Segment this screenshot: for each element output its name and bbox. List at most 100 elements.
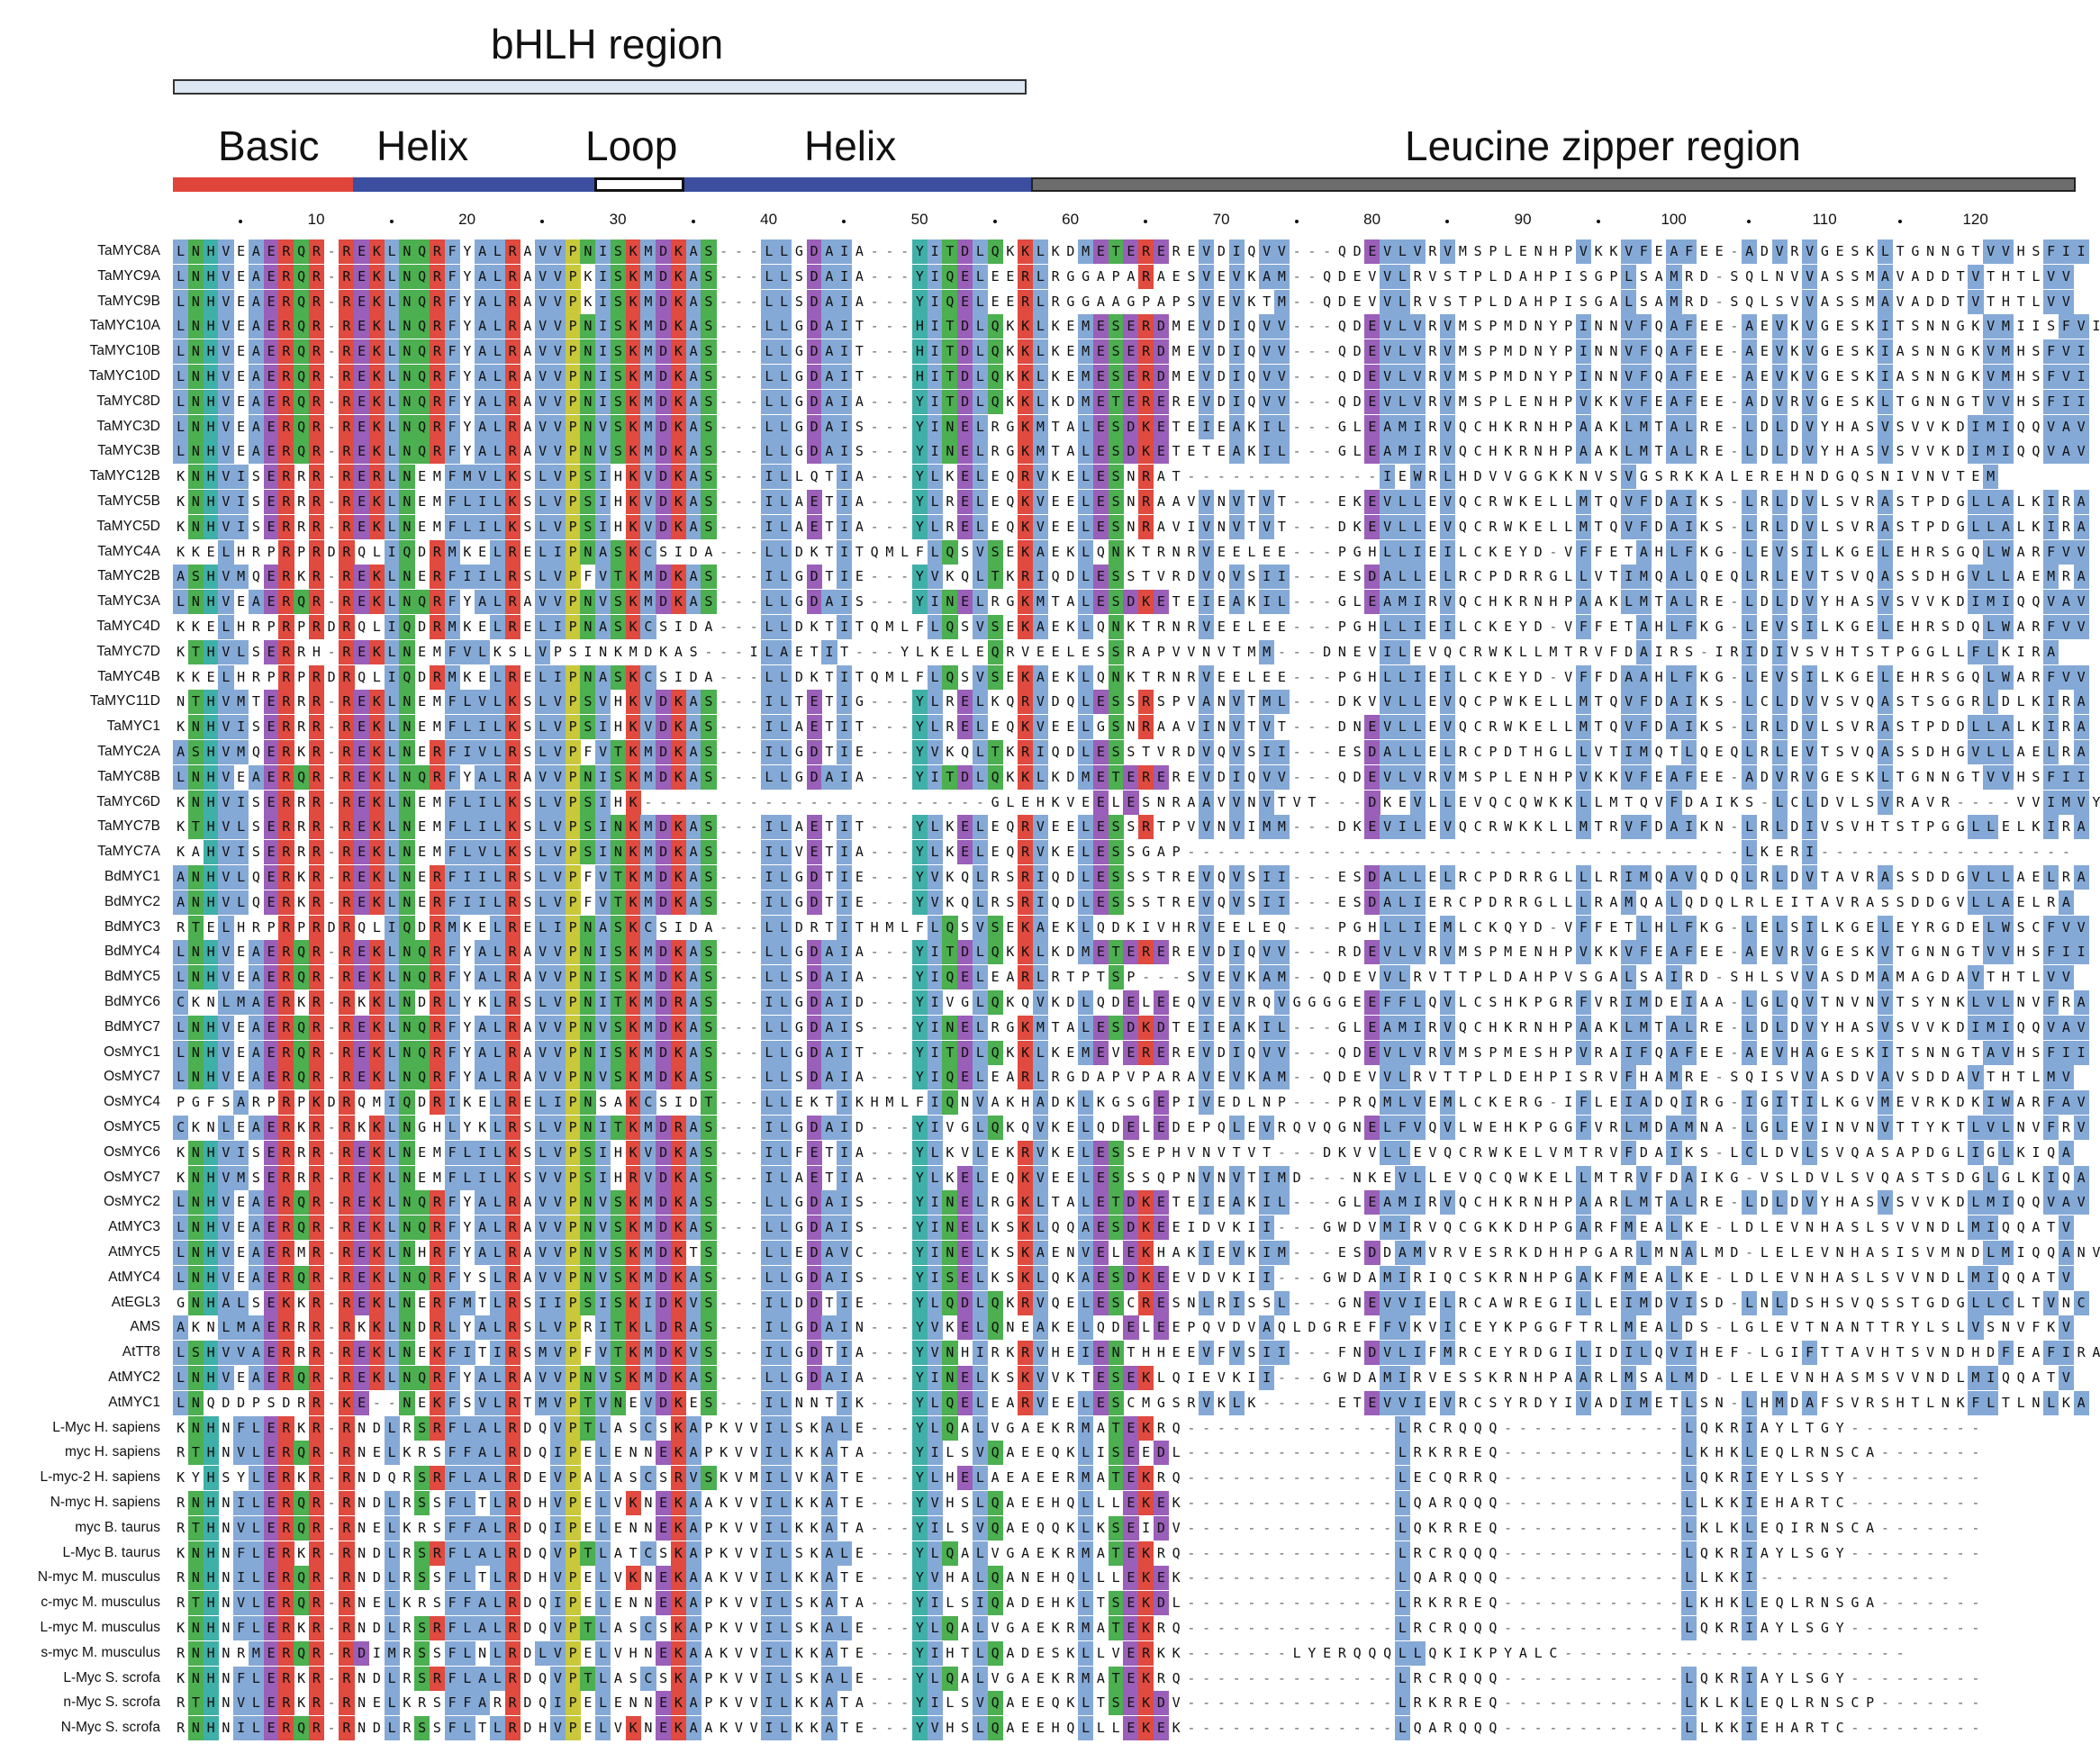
gap-cell: - <box>1726 990 1742 1015</box>
gap-cell: - <box>747 339 762 364</box>
residue-cell: D <box>656 289 672 314</box>
residue-cell: R <box>1048 1065 1064 1089</box>
residue-cell: T <box>1455 265 1471 289</box>
residue-cell: V <box>1907 1016 1923 1040</box>
residue-cell: I <box>1666 965 1682 990</box>
residue-cell: K <box>1048 390 1064 414</box>
residue-cell: Q <box>1847 1141 1862 1165</box>
residue-cell: S <box>1138 890 1154 915</box>
residue-cell: E <box>1712 314 1727 339</box>
residue-cell: N <box>1878 465 1893 489</box>
residue-cell: Q <box>1002 1166 1018 1190</box>
residue-cell: V <box>1968 740 1984 764</box>
residue-cell: A <box>2014 1090 2029 1115</box>
residue-cell: L <box>1394 764 1410 790</box>
gap-cell: - <box>716 665 731 690</box>
residue-cell: L <box>761 539 777 565</box>
helix2-bar <box>684 177 1031 192</box>
residue-cell: G <box>1712 1090 1727 1115</box>
residue-cell: M <box>1169 339 1184 364</box>
residue-cell: V <box>549 339 566 365</box>
residue-cell: I <box>1228 389 1245 414</box>
residue-cell: S <box>1108 1140 1124 1165</box>
gap-cell: - <box>716 1065 731 1089</box>
gap-cell: - <box>1304 1065 1319 1089</box>
residue-cell: I <box>595 815 611 840</box>
residue-cell: S <box>520 815 535 839</box>
residue-cell: R <box>1516 1090 1531 1115</box>
residue-cell: Q <box>294 314 310 339</box>
residue-cell: A <box>1635 639 1652 664</box>
residue-cell: Y <box>459 590 475 614</box>
ruler-midpoint-dot <box>1747 220 1752 223</box>
residue-cell: P <box>565 764 581 790</box>
residue-cell: A <box>1380 890 1396 915</box>
residue-cell: G <box>988 791 1003 815</box>
residue-cell: T <box>1048 1190 1064 1215</box>
residue-cell: M <box>640 990 656 1015</box>
residue-cell: V <box>2073 590 2089 615</box>
residue-cell: S <box>1893 690 1908 714</box>
gap-cell: - <box>747 940 762 964</box>
residue-cell: T <box>1893 314 1908 339</box>
residue-cell: K <box>1048 1116 1064 1140</box>
gap-cell: - <box>716 740 731 764</box>
residue-cell: V <box>1380 264 1396 289</box>
residue-cell: E <box>354 965 370 990</box>
residue-cell: L <box>1681 439 1697 465</box>
residue-cell: V <box>1425 640 1440 664</box>
residue-cell: E <box>354 1040 370 1065</box>
gap-cell: - <box>1259 465 1274 489</box>
residue-cell: Y <box>911 565 928 590</box>
residue-cell: Q <box>867 540 883 565</box>
residue-cell: K <box>580 290 595 314</box>
residue-cell: A <box>1712 465 1727 489</box>
residue-cell: L <box>1394 1140 1410 1165</box>
residue-cell: V <box>1802 414 1818 439</box>
gap-cell: - <box>731 290 747 314</box>
residue-cell: A <box>1154 290 1169 314</box>
residue-cell: L <box>1380 615 1396 639</box>
residue-cell: V <box>1621 314 1637 339</box>
residue-cell: R <box>1183 916 1199 940</box>
residue-cell: Q <box>1002 815 1018 839</box>
residue-cell: W <box>1997 615 2014 639</box>
residue-cell: I <box>761 740 777 764</box>
residue-cell: E <box>1092 414 1109 439</box>
gap-cell: - <box>747 890 762 915</box>
gap-cell: - <box>747 1041 762 1065</box>
residue-cell: I <box>595 965 611 990</box>
residue-cell: T <box>1154 865 1169 890</box>
residue-cell: N <box>399 314 415 339</box>
residue-cell: T <box>1606 1166 1621 1190</box>
residue-cell: P <box>1561 239 1576 264</box>
residue-cell: L <box>218 915 234 940</box>
residue-cell: E <box>1516 940 1531 964</box>
residue-cell: Q <box>1742 290 1757 314</box>
residue-cell: A <box>1983 1040 1999 1065</box>
gap-cell: - <box>1304 339 1319 364</box>
residue-cell: R <box>1425 465 1440 489</box>
residue-cell: S <box>1123 865 1138 890</box>
residue-cell: A <box>1877 264 1893 289</box>
residue-cell: P <box>264 615 279 639</box>
residue-cell: D <box>324 1090 339 1115</box>
residue-cell: L <box>1681 740 1697 764</box>
residue-cell: W <box>1997 664 2014 690</box>
residue-cell: E <box>1123 1040 1139 1065</box>
gap-cell: - <box>731 990 747 1015</box>
residue-cell: Y <box>1817 1016 1833 1040</box>
gap-cell: - <box>731 1090 747 1115</box>
residue-cell: A <box>520 265 535 289</box>
residue-cell: V <box>1802 965 1818 990</box>
residue-cell: S <box>1350 565 1365 589</box>
residue-cell: K <box>625 840 641 865</box>
residue-cell: E <box>1183 365 1199 389</box>
residue-cell: S <box>792 265 807 289</box>
residue-cell: N <box>942 414 958 439</box>
residue-cell: K <box>368 1190 385 1215</box>
residue-cell: R <box>339 740 355 764</box>
residue-cell: S <box>1862 439 1878 464</box>
